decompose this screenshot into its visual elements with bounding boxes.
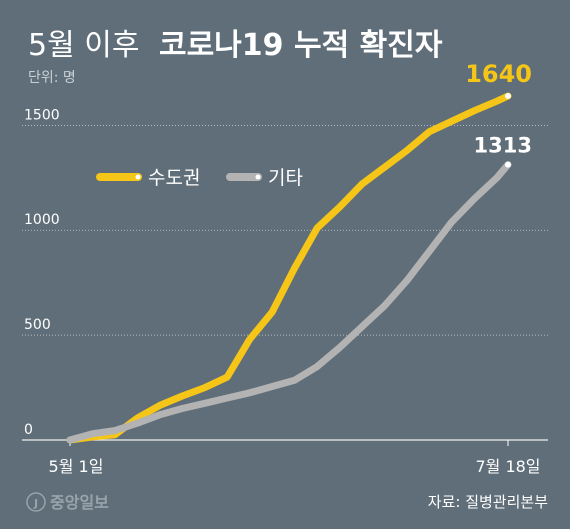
series-line-0	[66, 92, 512, 444]
series-end-label-0: 1640	[465, 60, 532, 88]
series-end-dot-1	[505, 161, 511, 168]
end-labels: 1640 1313	[465, 60, 532, 158]
legend-dot-1	[255, 174, 261, 180]
legend-label-1: 기타	[268, 167, 303, 189]
series-line-1	[66, 161, 512, 444]
y-tick-label-0: 0	[24, 422, 33, 438]
title-bold: 코로나19 누적 확진자	[159, 28, 443, 63]
legend: 수도권 기타	[96, 167, 303, 189]
series-layer	[66, 92, 512, 444]
legend-dot-0	[135, 174, 141, 180]
chart-title: 5월 이후 코로나19 누적 확진자	[28, 28, 443, 63]
x-tick-end: 7월 18일	[475, 457, 540, 476]
title-light: 5월 이후	[28, 28, 139, 63]
legend-label-0: 수도권	[148, 167, 200, 189]
watermark-j-letter: J	[33, 497, 38, 510]
y-tick-label-500: 500	[24, 317, 51, 333]
unit-label: 단위: 명	[28, 70, 76, 86]
series-end-label-1: 1313	[474, 134, 532, 158]
x-tick-start: 5월 1일	[49, 457, 104, 476]
watermark-text: 중앙일보	[50, 493, 109, 512]
y-tick-label-1500: 1500	[24, 107, 60, 123]
watermark-logo: J 중앙일보	[26, 492, 109, 512]
series-end-dot-0	[505, 93, 511, 99]
watermark-circle-icon	[26, 492, 46, 512]
y-tick-label-1000: 1000	[24, 212, 60, 228]
source-label: 자료: 질병관리본부	[428, 493, 548, 511]
grid-layer	[22, 124, 548, 446]
y-tick-labels: 0 500 1000 1500	[24, 107, 60, 438]
